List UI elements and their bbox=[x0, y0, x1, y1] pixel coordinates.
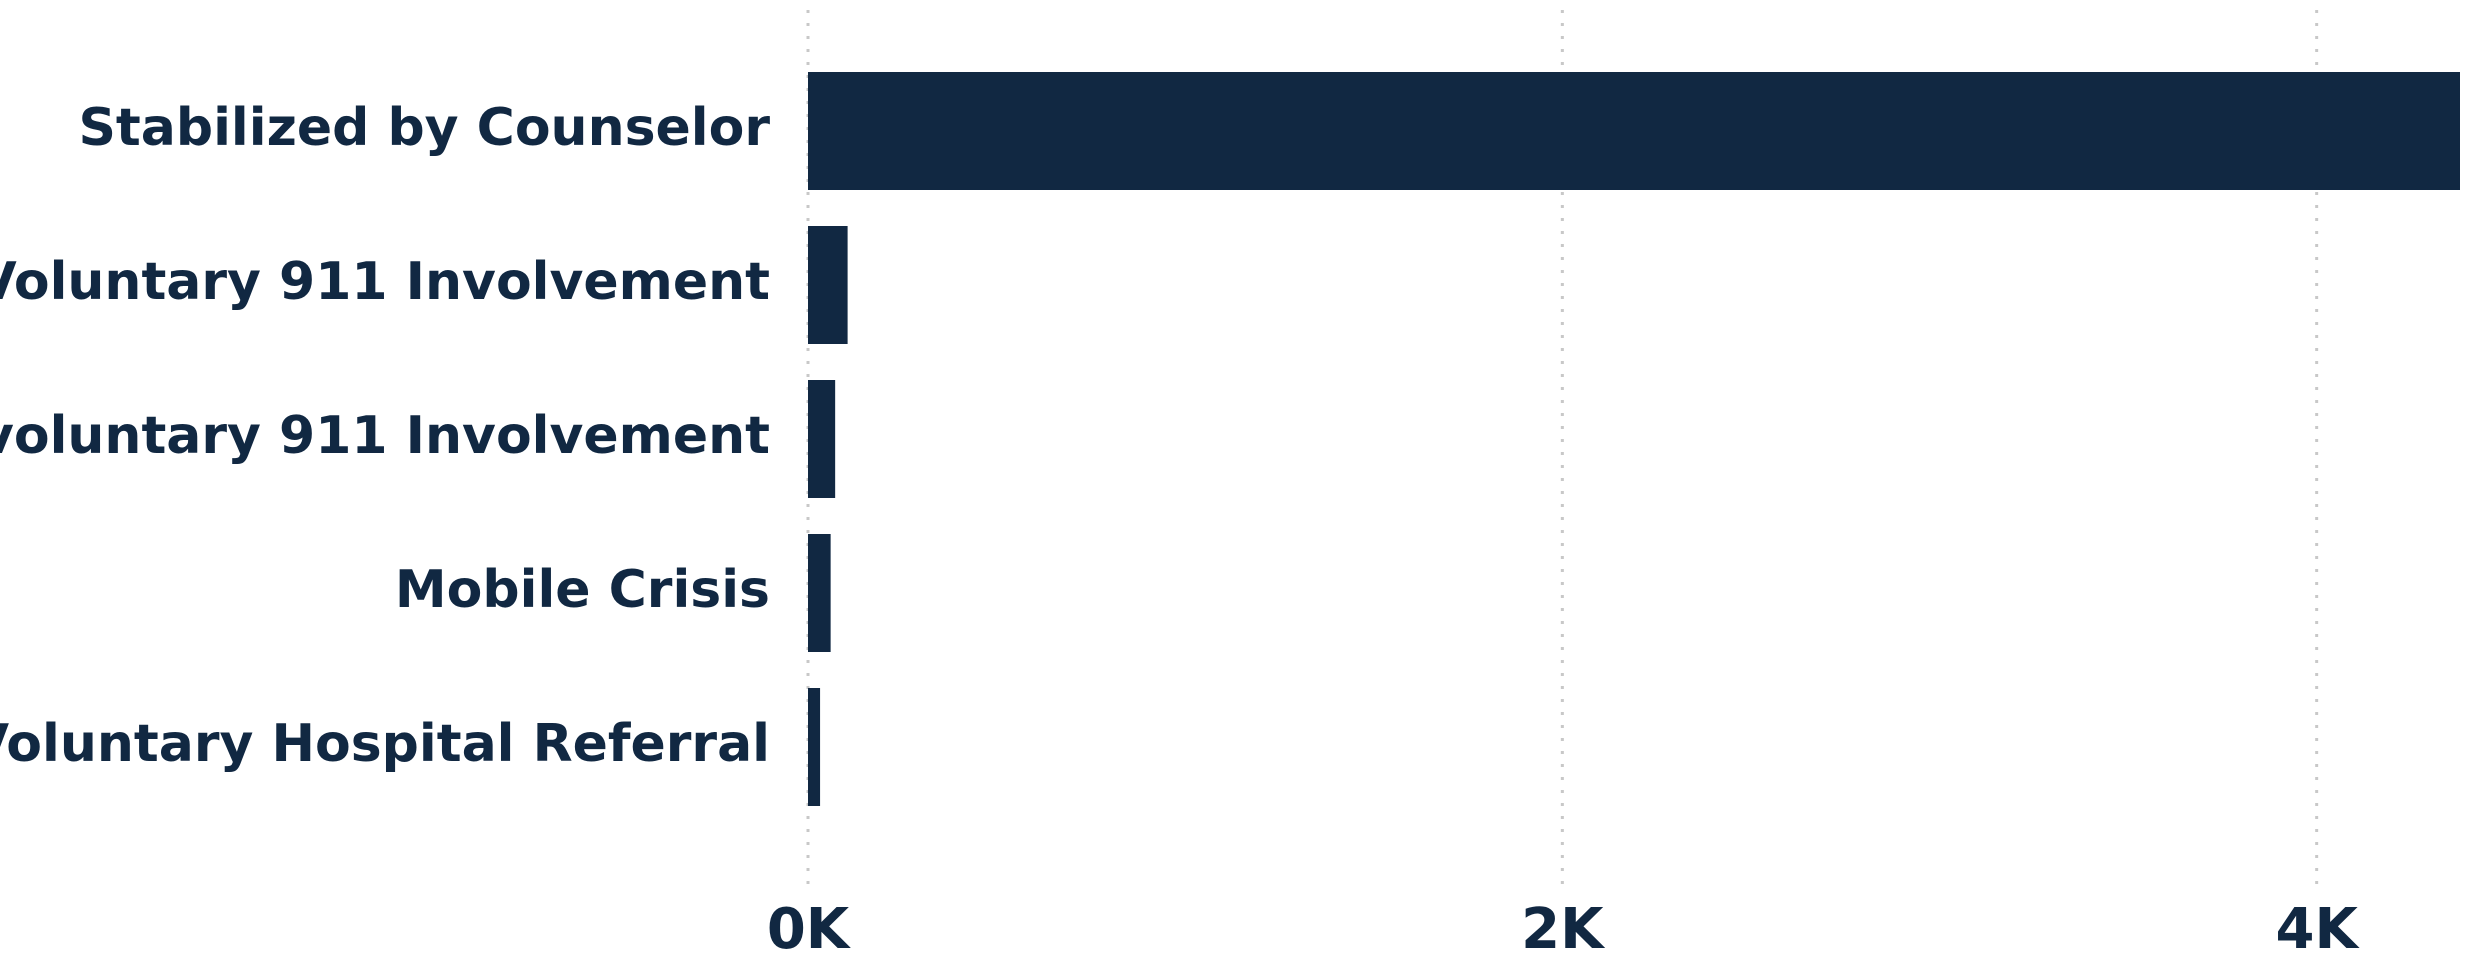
bar-0 bbox=[808, 72, 2460, 190]
x-tick-label-0: 0K bbox=[767, 897, 852, 960]
bar-3 bbox=[808, 534, 831, 652]
category-label-2: Involuntary 911 Involvement bbox=[0, 406, 770, 466]
category-label-4: Voluntary Hospital Referral bbox=[0, 714, 770, 774]
category-labels: Stabilized by Counselor Voluntary 911 Inv… bbox=[0, 98, 770, 774]
x-tick-label-2: 4K bbox=[2275, 897, 2360, 960]
bar-2 bbox=[808, 380, 836, 498]
bar-4 bbox=[808, 688, 821, 806]
category-label-0: Stabilized by Counselor bbox=[78, 98, 770, 158]
category-label-3: Mobile Crisis bbox=[395, 560, 770, 620]
x-axis-tick-labels: 0K 2K 4K bbox=[767, 897, 2361, 960]
x-tick-label-1: 2K bbox=[1521, 897, 1606, 960]
category-label-1: Voluntary 911 Involvement bbox=[0, 252, 770, 312]
bar-1 bbox=[808, 226, 848, 344]
bars bbox=[808, 72, 2460, 806]
